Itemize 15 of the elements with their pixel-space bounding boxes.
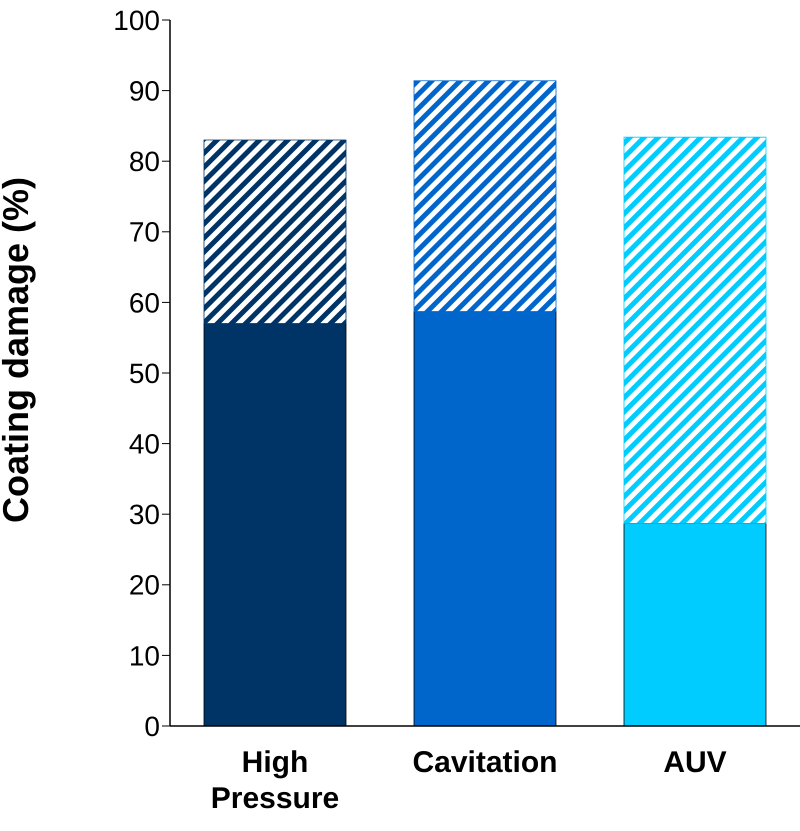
y-tick-label: 90 [128,76,160,107]
y-tick-label: 10 [128,640,160,672]
y-tick-label: 70 [128,216,160,248]
y-axis-title: Coating damage (%) [0,176,36,523]
y-tick-label: 80 [128,146,160,178]
x-tick-label: High Pressure [210,746,340,815]
y-tick-label: 30 [128,499,160,530]
x-tick-label: AUV [663,746,727,779]
y-tick-label: 60 [128,287,160,318]
y-tick-label: 0 [144,710,160,742]
y-tick-label: 20 [128,570,160,601]
y-tick-label: 100 [113,4,160,36]
y-tick-label: 40 [128,428,160,460]
y-tick-label: 50 [128,358,160,389]
x-tick-label: Cavitation [412,746,558,779]
